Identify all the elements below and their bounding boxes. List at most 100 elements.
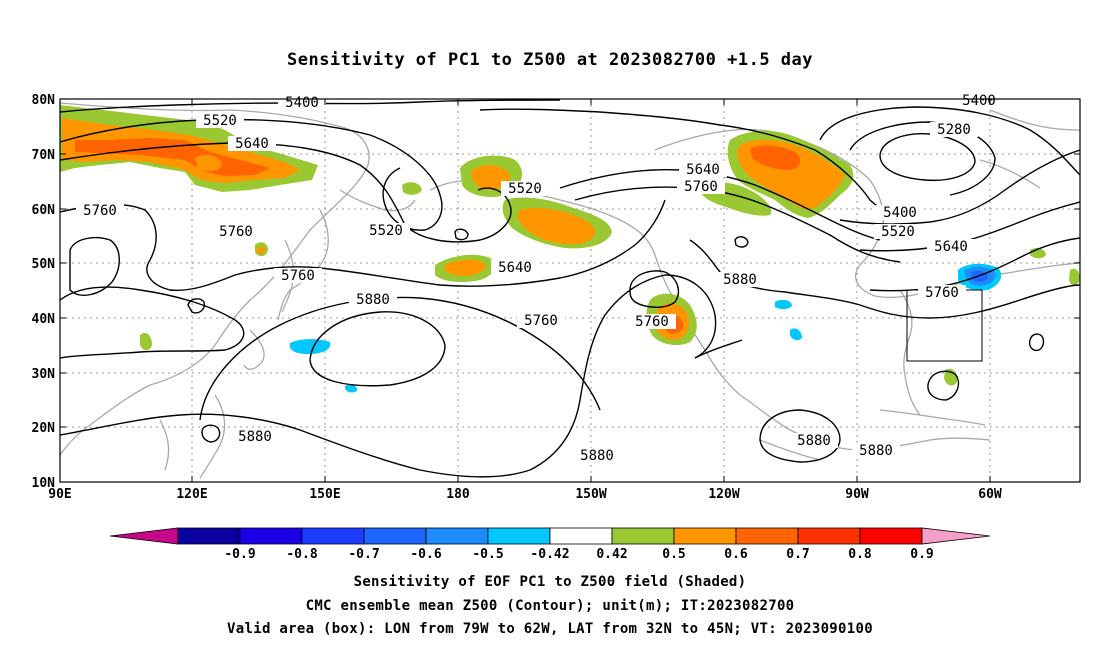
colorbar-high-extension	[921, 527, 991, 545]
positive-small-7	[1069, 268, 1080, 286]
colorbar-cell	[859, 527, 923, 545]
negative-area-pacific-3	[790, 328, 802, 341]
contour-label: 5760	[212, 224, 260, 240]
colorbar-cell	[177, 527, 241, 545]
colorbar-cell	[549, 527, 613, 545]
contour-5400-east	[819, 106, 1080, 176]
contour-label: 5520	[362, 223, 410, 239]
svg-text:5520: 5520	[203, 113, 237, 129]
svg-text:5520: 5520	[881, 224, 915, 240]
svg-text:5760: 5760	[83, 203, 117, 219]
colorbar-low-extension	[109, 527, 179, 545]
lat-label-70n: 70N	[32, 148, 56, 163]
lon-label-120w: 120W	[708, 487, 739, 502]
contour-label: 5760	[677, 179, 725, 195]
svg-text:5280: 5280	[937, 122, 971, 138]
colorbar-cell	[735, 527, 799, 545]
map-title: Sensitivity of PC1 to Z500 at 2023082700…	[286, 50, 813, 70]
lon-label-120e: 120E	[176, 487, 207, 502]
lon-label-90e: 90E	[48, 487, 71, 502]
lon-label-150e: 150E	[309, 487, 340, 502]
contour-5880-atlantic	[759, 409, 841, 463]
contour-5400-west	[60, 99, 561, 113]
lat-label-30n: 30N	[32, 367, 56, 382]
svg-text:5760: 5760	[281, 268, 315, 284]
contour-label: 5520	[874, 224, 922, 240]
contour-5880-small-4	[187, 298, 206, 314]
colorbar-cell	[611, 527, 675, 545]
colorbar-label: -0.8	[286, 547, 317, 562]
contour-label: 5640	[491, 260, 539, 276]
colorbar-label: 0.5	[662, 547, 685, 562]
colorbar-label: -0.9	[224, 547, 255, 562]
lat-label-20n: 20N	[32, 421, 56, 436]
colorbar-label: -0.42	[530, 547, 569, 562]
contour-label: 5400	[955, 93, 1003, 109]
contour-label: 5760	[274, 268, 322, 284]
positive-small-5	[140, 333, 152, 351]
colorbar-label: 0.8	[848, 547, 872, 562]
svg-text:5880: 5880	[859, 443, 893, 459]
contour-label: 5880	[349, 292, 397, 308]
contour-label: 5760	[628, 314, 676, 330]
colorbar-label: -0.5	[472, 547, 503, 562]
contour-label: 5400	[876, 205, 924, 221]
lat-label-50n: 50N	[32, 257, 56, 272]
contour-5520-east	[479, 108, 916, 214]
lat-label-80n: 80N	[32, 93, 56, 108]
svg-text:5640: 5640	[934, 239, 968, 255]
contour-label: 5760	[517, 313, 565, 329]
negative-area-pacific-4	[345, 384, 358, 393]
colorbar-label: 0.7	[786, 547, 809, 562]
svg-text:5760: 5760	[925, 285, 959, 301]
colorbar-cell	[487, 527, 551, 545]
contour-5760-ring	[629, 270, 680, 308]
lon-label-60w: 60W	[978, 487, 1002, 502]
lon-label-150w: 150W	[575, 487, 606, 502]
contour-5880-pacific	[309, 311, 446, 387]
positive-core-aleutian	[444, 259, 486, 276]
contour-label: 5880	[231, 429, 279, 445]
contour-5880-small-3	[1028, 333, 1045, 352]
contour-5640-west	[60, 142, 512, 243]
z500-contours	[60, 99, 1080, 478]
contour-5760-pacific	[199, 296, 601, 421]
caption-valid-area: Valid area (box): LON from 79W to 62W, L…	[227, 621, 873, 637]
contour-label: 5640	[927, 239, 975, 255]
svg-text:5400: 5400	[962, 93, 996, 109]
colorbar-cell	[239, 527, 303, 545]
contour-label: 5880	[573, 448, 621, 464]
lat-label-10n: 10N	[32, 476, 56, 491]
svg-text:5520: 5520	[508, 181, 542, 197]
colorbar-label: 0.9	[910, 547, 933, 562]
plot-frame	[59, 98, 1081, 483]
contour-label: 5400	[278, 95, 326, 111]
colorbar-label: -0.6	[410, 547, 441, 562]
contour-label: 5280	[930, 122, 978, 138]
colorbar-label: 0.42	[596, 547, 627, 562]
colorbar-cell	[673, 527, 737, 545]
contour-label: 5880	[852, 443, 900, 459]
lon-label-180: 180	[446, 487, 470, 502]
contour-label: 5760	[918, 285, 966, 301]
contour-5640-ne	[859, 201, 1080, 252]
contour-small-ring-1	[454, 228, 469, 241]
positive-small-1	[195, 154, 222, 172]
contour-label: 5640	[679, 162, 727, 178]
colorbar-cell	[301, 527, 365, 545]
contour-label: 5880	[790, 433, 838, 449]
positive-core-pacific	[517, 208, 596, 245]
contour-5880-sw	[60, 286, 245, 359]
contour-5760-small	[69, 237, 120, 296]
contour-5880-small-1	[201, 424, 221, 443]
contour-5280	[879, 133, 976, 182]
contour-label: 5760	[76, 203, 124, 219]
svg-text:5880: 5880	[580, 448, 614, 464]
svg-text:5760: 5760	[524, 313, 558, 329]
svg-text:5880: 5880	[723, 272, 757, 288]
contour-5760-west	[60, 199, 666, 292]
positive-small-4	[402, 182, 422, 195]
colorbar-cell	[363, 527, 427, 545]
svg-text:5520: 5520	[369, 223, 403, 239]
